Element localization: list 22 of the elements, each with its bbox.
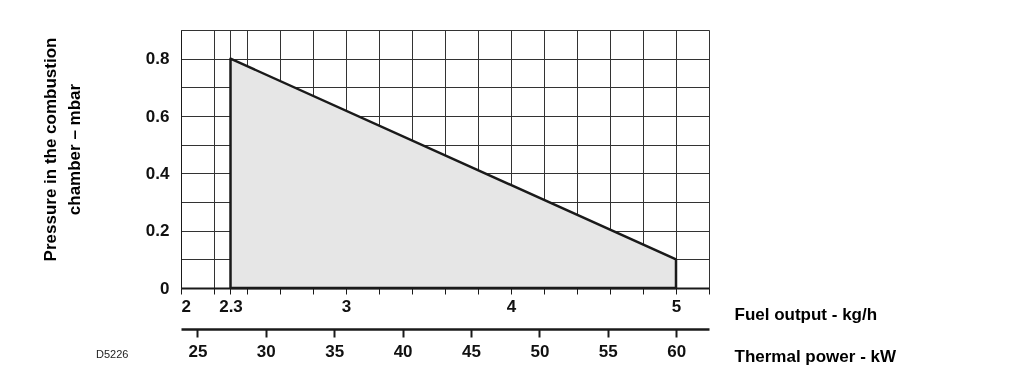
x2-tick-label: 60 — [667, 341, 687, 361]
y-axis-title: Pressure in the combustion chamber – mbar — [40, 37, 84, 262]
x-tick-label: 2 — [181, 296, 191, 316]
x2-tick-label: 30 — [256, 341, 276, 361]
x2-tick-label: 45 — [462, 341, 481, 361]
text: D5226 — [96, 348, 129, 360]
x-tick-label: 2.3 — [219, 296, 243, 316]
x2-tick-label: 35 — [325, 341, 345, 361]
x-tick-label: 4 — [506, 296, 517, 316]
x2-tick-label: 50 — [530, 341, 550, 361]
x2-tick-label: 25 — [188, 341, 208, 361]
y-tick-label: 0.8 — [145, 49, 170, 69]
y-tick-label: 0.4 — [145, 163, 171, 183]
y-tick-label: 0.6 — [145, 106, 170, 126]
y-tick-label: 0 — [160, 278, 170, 298]
x2-tick-label: 40 — [393, 341, 413, 361]
x2-tick-label: 55 — [598, 341, 618, 361]
y-tick-label: 0.2 — [145, 221, 170, 241]
x-tick-label: 5 — [671, 296, 682, 316]
x-axis-title: Fuel output - kg/h — [734, 304, 878, 324]
x-tick-label: 3 — [341, 296, 352, 316]
x2-axis-title: Thermal power - kW — [734, 346, 897, 366]
